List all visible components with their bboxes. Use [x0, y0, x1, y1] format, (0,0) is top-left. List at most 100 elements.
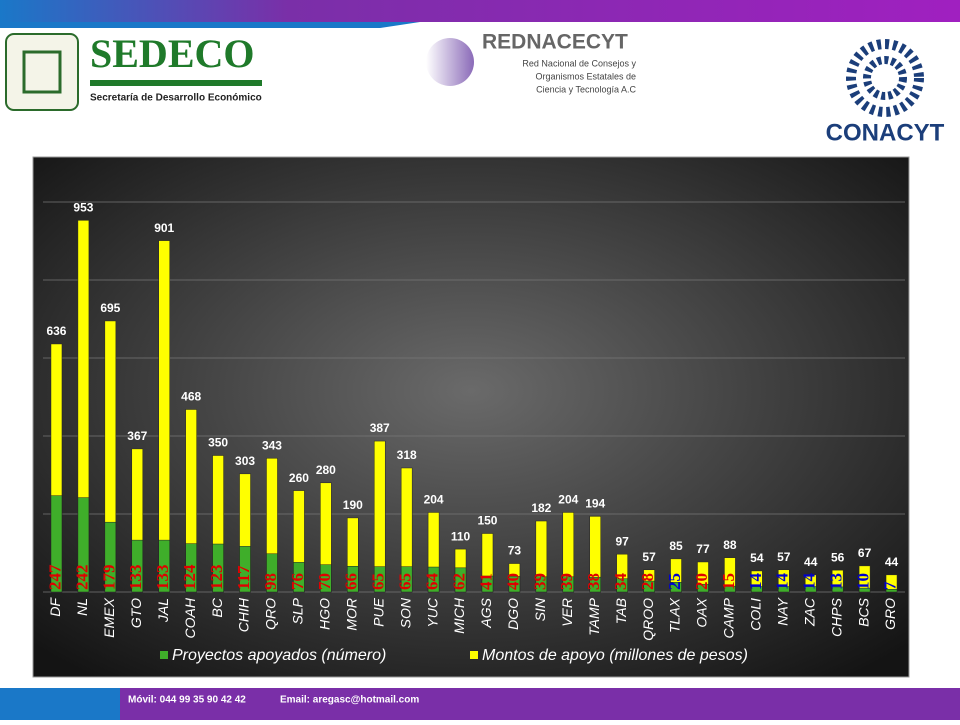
value-label: 303 — [235, 454, 255, 468]
x-tick-label: HGO — [317, 598, 333, 630]
x-tick-label: VER — [559, 598, 575, 627]
value-label: 15 — [719, 573, 738, 590]
x-tick-label: TLAX — [667, 597, 683, 633]
x-tick-label: MOR — [343, 598, 359, 631]
bar — [562, 576, 575, 593]
rednacecyt-sub: Red Nacional de Consejos y — [522, 58, 636, 68]
rednacecyt-sub: Organismos Estatales de — [535, 71, 636, 81]
bar — [104, 521, 117, 593]
value-label: 98 — [261, 573, 280, 590]
bar — [266, 553, 278, 593]
sedeco-shield — [5, 33, 79, 111]
footer-email: Email: aregasc@hotmail.com — [280, 695, 419, 706]
value-label: 97 — [615, 534, 629, 548]
top-bar — [0, 0, 960, 22]
value-label: 73 — [508, 544, 522, 558]
value-label: 194 — [585, 497, 605, 511]
value-label: 247 — [45, 564, 64, 590]
value-label: 20 — [692, 573, 711, 590]
value-label: 110 — [451, 529, 471, 543]
bar — [185, 543, 197, 593]
bar — [131, 539, 144, 593]
bar — [158, 539, 170, 593]
legend-swatch — [470, 651, 478, 659]
conacyt-title: CONACYT — [826, 119, 945, 146]
x-tick-label: CAMP — [721, 597, 737, 638]
x-tick-label: SIN — [532, 597, 548, 621]
bar — [320, 564, 332, 593]
value-label: 14 — [800, 573, 819, 591]
x-tick-label: ZAC — [801, 597, 817, 627]
x-tick-label: YUC — [424, 597, 440, 627]
value-label: 133 — [153, 565, 172, 591]
bar — [508, 576, 521, 593]
value-label: 14 — [746, 573, 765, 591]
plot: DF NL EMEX GTO JAL COAH BC CHIH QRO SLP HGO MOR PUE S… — [43, 201, 905, 664]
value-label: 44 — [804, 555, 818, 569]
value-label: 62 — [449, 573, 468, 590]
value-label: 280 — [316, 463, 336, 477]
value-label: 85 — [669, 539, 683, 553]
value-label: 123 — [207, 565, 226, 591]
x-tick-label: DF — [47, 597, 63, 617]
value-label: 242 — [72, 565, 91, 591]
value-label: 124 — [180, 564, 199, 590]
bar — [481, 575, 494, 593]
bar — [400, 566, 413, 593]
value-label: 953 — [73, 201, 93, 215]
x-tick-label: MICH — [451, 597, 467, 634]
x-tick-label: QROO — [640, 598, 656, 641]
bar — [858, 587, 871, 593]
value-label: 88 — [723, 538, 737, 552]
x-tick-label: BCS — [855, 597, 871, 626]
value-label: 350 — [208, 436, 228, 450]
value-label: 54 — [750, 551, 764, 565]
x-tick-label: SON — [397, 597, 413, 628]
x-tick-label: CHPS — [828, 597, 844, 637]
rednacecyt-sub: Ciencia y Tecnología A.C — [536, 84, 636, 94]
x-tick-label: SLP — [290, 597, 306, 624]
value-label: 182 — [531, 501, 551, 515]
chart-area — [32, 156, 910, 678]
value-label: 636 — [46, 324, 66, 338]
value-label: 65 — [369, 573, 388, 590]
value-label: 57 — [642, 550, 656, 564]
x-tick-label: COAH — [182, 597, 198, 638]
bar — [454, 567, 467, 593]
value-label: 41 — [476, 573, 495, 590]
bar — [50, 495, 63, 593]
x-tick-label: AGS — [478, 597, 494, 628]
conacyt-logo — [863, 56, 907, 100]
value-label: 7 — [880, 581, 899, 590]
bar — [427, 566, 440, 593]
bar — [212, 543, 224, 593]
value-label: 34 — [611, 573, 630, 591]
legend-swatch — [160, 651, 168, 659]
footer-phone: Móvil: 044 99 35 90 42 42 — [128, 695, 246, 706]
x-tick-label: COLI — [748, 598, 764, 631]
legend-label: Montos de apoyo (millones de pesos) — [482, 647, 748, 664]
bar — [697, 583, 709, 593]
x-tick-label: NAY — [774, 596, 790, 625]
value-label: 44 — [885, 555, 899, 569]
value-label: 56 — [831, 550, 845, 564]
value-label: 204 — [558, 493, 578, 507]
value-label: 40 — [503, 573, 522, 590]
value-label: 343 — [262, 438, 282, 452]
x-tick-label: JAL — [155, 598, 171, 623]
bar — [885, 589, 898, 593]
bar — [804, 586, 817, 593]
bar — [239, 546, 251, 593]
x-tick-label: GRO — [882, 598, 898, 630]
bar — [347, 566, 359, 593]
bar — [373, 566, 386, 593]
x-tick-label: CHIH — [236, 597, 252, 632]
bar — [535, 576, 548, 593]
bottom-bar — [0, 688, 960, 720]
bar — [751, 586, 763, 593]
x-tick-label: TAB — [613, 598, 629, 624]
rednacecyt-title: REDNACECYT — [482, 31, 628, 54]
value-label: 10 — [854, 573, 873, 590]
value-label: 179 — [99, 565, 118, 591]
